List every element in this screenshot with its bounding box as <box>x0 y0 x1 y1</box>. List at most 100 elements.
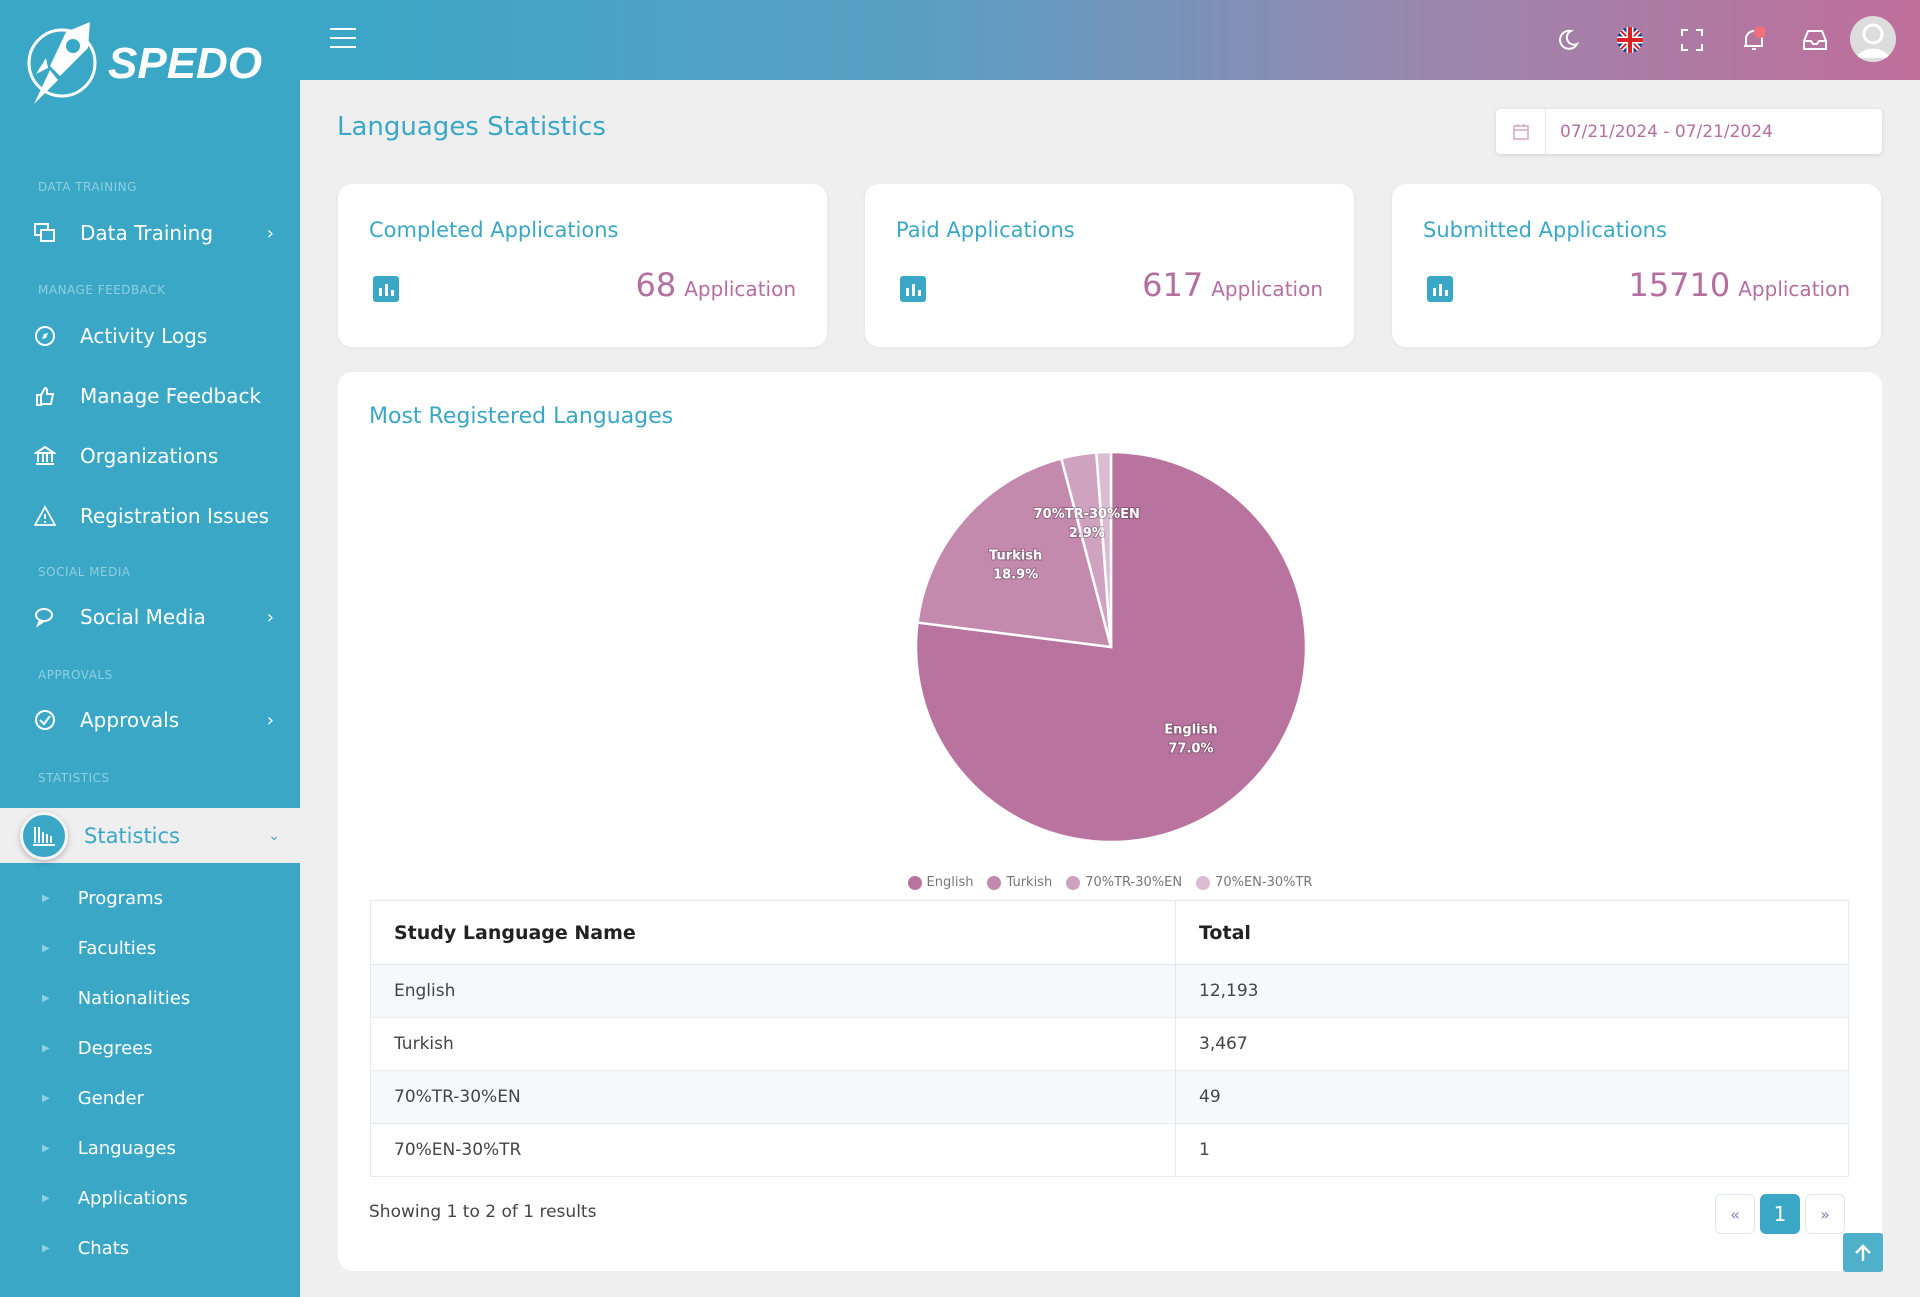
sidebar-item-label: Approvals <box>80 708 180 732</box>
cell-total: 49 <box>1175 1070 1849 1124</box>
legend-item[interactable]: Turkish <box>987 875 1052 890</box>
subitem-label: Applications <box>77 1188 188 1209</box>
thumbs-up-icon <box>34 385 62 407</box>
scroll-to-top-button[interactable] <box>1843 1233 1883 1272</box>
arrow-up-icon <box>1855 1243 1871 1261</box>
card-unit: Application <box>684 277 796 301</box>
bank-icon <box>34 445 62 467</box>
pie-category-label: 70%TR-30%EN <box>1034 507 1140 522</box>
card-unit: Application <box>1211 277 1323 301</box>
section-label: MANAGE FEEDBACK <box>38 283 166 297</box>
moon-icon[interactable] <box>1550 22 1586 58</box>
sidebar-item-registration-issues[interactable]: Registration Issues <box>34 496 274 536</box>
menu-toggle-icon[interactable] <box>330 28 356 55</box>
sidebar-item-label: Statistics <box>84 824 180 848</box>
prev-page-button[interactable]: « <box>1715 1194 1755 1234</box>
sidebar-item-statistics[interactable]: Statistics ⌄ <box>20 810 290 862</box>
section-label: DATA TRAINING <box>38 180 137 194</box>
table-row: 70%EN-30%TR 1 <box>370 1123 1849 1177</box>
section-label: STATISTICS <box>38 771 110 785</box>
chevron-right-icon: › <box>266 606 274 628</box>
column-header: Total <box>1175 900 1849 965</box>
bar-chart-icon <box>1427 276 1453 302</box>
sidebar-item-social-media[interactable]: Social Media › <box>34 597 274 637</box>
bell-icon[interactable] <box>1736 22 1772 58</box>
completed-applications-card: Completed Applications 68 Application <box>338 184 827 347</box>
chart-legend: English Turkish 70%TR-30%EN 70%EN-30%TR <box>338 875 1882 890</box>
sidebar-subitem-gender[interactable]: ▶ Gender <box>42 1088 144 1109</box>
pie-category-label: English <box>1164 723 1217 738</box>
warning-icon <box>34 505 62 527</box>
inbox-icon[interactable] <box>1797 22 1833 58</box>
legend-item[interactable]: English <box>907 875 973 890</box>
sidebar-item-activity-logs[interactable]: Activity Logs <box>34 316 274 356</box>
chat-icon <box>34 606 62 628</box>
cell-language: Turkish <box>370 1017 1176 1071</box>
fullscreen-icon[interactable] <box>1674 22 1710 58</box>
pie-slice-70-en-30-tr[interactable] <box>1094 450 1113 648</box>
legend-item[interactable]: 70%EN-30%TR <box>1196 875 1312 890</box>
card-title: Submitted Applications <box>1423 218 1667 242</box>
check-circle-icon <box>34 709 62 731</box>
legend-swatch <box>1196 875 1211 890</box>
sidebar-subitem-languages[interactable]: ▶ Languages <box>42 1138 176 1159</box>
sidebar-item-organizations[interactable]: Organizations <box>34 436 274 476</box>
bar-chart-icon <box>373 276 399 302</box>
subitem-label: Languages <box>77 1138 176 1159</box>
table-row: English 12,193 <box>370 964 1849 1018</box>
caret-icon: ▶ <box>42 1043 50 1054</box>
sidebar-item-label: Manage Feedback <box>80 384 262 408</box>
caret-icon: ▶ <box>42 993 50 1004</box>
section-label: SOCIAL MEDIA <box>38 565 131 579</box>
next-page-button[interactable]: » <box>1805 1194 1845 1234</box>
card-unit: Application <box>1738 277 1850 301</box>
pie-slice-english[interactable] <box>914 450 1308 844</box>
cell-total: 3,467 <box>1175 1017 1849 1071</box>
sidebar-item-data-training[interactable]: Data Training › <box>34 213 274 253</box>
pie-data-label: 18.9% <box>993 567 1038 582</box>
cell-language: 70%EN-30%TR <box>370 1123 1176 1177</box>
table-row: Turkish 3,467 <box>370 1017 1849 1071</box>
logo[interactable]: SPEDO <box>26 18 262 110</box>
sidebar-subitem-nationalities[interactable]: ▶ Nationalities <box>42 988 190 1009</box>
brand-name: SPEDO <box>108 39 263 88</box>
sidebar-item-approvals[interactable]: Approvals › <box>34 700 274 740</box>
page-1-button[interactable]: 1 <box>1760 1194 1800 1234</box>
sidebar-subitem-faculties[interactable]: ▶ Faculties <box>42 938 156 959</box>
avatar[interactable] <box>1850 16 1896 62</box>
card-value: 617 <box>1142 266 1204 304</box>
pie-category-label: Turkish <box>989 548 1042 563</box>
caret-icon: ▶ <box>42 943 50 954</box>
section-label: APPROVALS <box>38 668 113 682</box>
rocket-logo-icon <box>27 22 97 104</box>
caret-icon: ▶ <box>42 1193 50 1204</box>
uk-flag-icon[interactable] <box>1612 22 1648 58</box>
band-bottom <box>0 863 300 1297</box>
sidebar-item-label: Data Training <box>80 221 214 245</box>
sidebar-item-label: Registration Issues <box>80 504 270 528</box>
legend-swatch <box>907 875 922 890</box>
cell-total: 1 <box>1175 1123 1849 1177</box>
pie-slice-turkish[interactable] <box>916 456 1113 649</box>
sidebar-item-manage-feedback[interactable]: Manage Feedback <box>34 376 274 416</box>
sidebar-subitem-degrees[interactable]: ▶ Degrees <box>42 1038 153 1059</box>
chart-title: Most Registered Languages <box>369 404 674 429</box>
sidebar-subitem-applications[interactable]: ▶ Applications <box>42 1188 188 1209</box>
pie-data-label: 2.9% <box>1069 526 1105 541</box>
top-bar <box>300 0 1920 80</box>
subitem-label: Gender <box>77 1088 145 1109</box>
legend-item[interactable]: 70%TR-30%EN <box>1066 875 1182 890</box>
chevron-down-icon: ⌄ <box>268 828 280 844</box>
sidebar-subitem-programs[interactable]: ▶ Programs <box>42 888 163 909</box>
chevron-right-icon: › <box>266 222 274 244</box>
sidebar: SPEDO DATA TRAINING Data Training › MANA… <box>0 0 300 1297</box>
pagination-summary: Showing 1 to 2 of 1 results <box>369 1202 597 1222</box>
subitem-label: Programs <box>77 888 164 909</box>
sidebar-subitem-chats[interactable]: ▶ Chats <box>42 1238 129 1259</box>
caret-icon: ▶ <box>42 1093 50 1104</box>
date-range-picker[interactable]: 07/21/2024 - 07/21/2024 <box>1496 109 1882 154</box>
languages-chart-card: Most Registered Languages English 77.0% Tu… <box>338 372 1882 1271</box>
legend-label: 70%EN-30%TR <box>1215 875 1313 890</box>
legend-swatch <box>1066 875 1081 890</box>
date-range-value: 07/21/2024 - 07/21/2024 <box>1560 121 1773 142</box>
